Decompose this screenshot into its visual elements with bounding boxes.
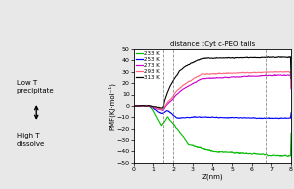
Title: distance :Cyt c-PEO tails: distance :Cyt c-PEO tails <box>170 41 255 47</box>
Legend: 233 K, 253 K, 273 K, 293 K, 313 K: 233 K, 253 K, 273 K, 293 K, 313 K <box>136 51 161 80</box>
Text: Low T
precipitate: Low T precipitate <box>17 80 54 94</box>
X-axis label: Z(nm): Z(nm) <box>202 173 223 180</box>
Y-axis label: PMF(KJ·mol⁻¹): PMF(KJ·mol⁻¹) <box>108 82 115 130</box>
Text: High T
dissolve: High T dissolve <box>17 133 45 147</box>
